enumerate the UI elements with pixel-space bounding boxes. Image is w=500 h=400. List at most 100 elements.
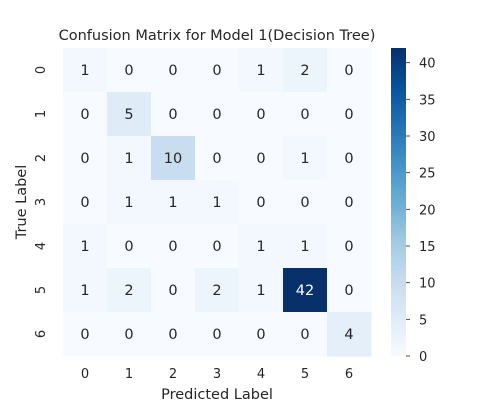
heatmap-cell-4-2 [151, 224, 196, 269]
heatmap-cell-4-4 [239, 224, 284, 269]
heatmap-cell-5-4 [239, 268, 284, 313]
heatmap-cell-label-0-2: 0 [168, 63, 177, 79]
heatmap-cell-label-3-0: 0 [80, 195, 89, 211]
heatmap-cell-label-3-1: 1 [124, 195, 133, 211]
heatmap-cell-3-0 [63, 180, 108, 225]
heatmap-cell-6-5 [283, 312, 328, 357]
heatmap-cell-label-3-6: 0 [344, 195, 353, 211]
heatmap-cell-label-1-6: 0 [344, 107, 353, 123]
heatmap-cell-5-5 [283, 268, 328, 313]
x-axis-ticks: 0 1 2 3 4 5 6 [81, 367, 353, 382]
heatmap-cell-label-0-4: 1 [256, 63, 265, 79]
heatmap-cell-4-0 [63, 224, 108, 269]
heatmap-cell-label-2-2: 10 [164, 151, 182, 167]
colorbar-tick-label-0: 0 [419, 350, 427, 365]
heatmap-cell-6-1 [107, 312, 152, 357]
x-tick-label-5: 5 [301, 367, 309, 382]
heatmap-cell-label-2-6: 0 [344, 151, 353, 167]
heatmap-cell-1-5 [283, 92, 328, 137]
heatmap-cell-label-5-1: 2 [124, 283, 133, 299]
y-tick-label-5: 5 [34, 286, 49, 294]
y-tick-label-0: 0 [34, 66, 49, 74]
heatmap-cell-6-0 [63, 312, 108, 357]
heatmap-cell-4-5 [283, 224, 328, 269]
heatmap-cell-label-5-0: 1 [80, 283, 89, 299]
heatmap-cell-0-2 [151, 48, 196, 93]
x-axis-label: Predicted Label [161, 387, 273, 400]
x-tick-label-6: 6 [345, 367, 353, 382]
heatmap-cell-label-4-1: 0 [124, 239, 133, 255]
y-tick-label-4: 4 [34, 242, 49, 250]
heatmap-cell-label-6-3: 0 [212, 327, 221, 343]
heatmap-cell-2-0 [63, 136, 108, 181]
heatmap-cell-2-2 [151, 136, 196, 181]
heatmap-cell-4-6 [327, 224, 372, 269]
heatmap-cell-label-5-2: 0 [168, 283, 177, 299]
y-axis-ticks: 0 1 2 3 4 5 6 [34, 66, 49, 338]
heatmap-cell-4-3 [195, 224, 240, 269]
y-tick-label-3: 3 [34, 198, 49, 206]
heatmap-cell-4-1 [107, 224, 152, 269]
heatmap-cell-label-5-6: 0 [344, 283, 353, 299]
heatmap-cell-label-6-6: 4 [344, 327, 353, 343]
heatmap-cell-label-1-3: 0 [212, 107, 221, 123]
heatmap-cell-label-1-1: 5 [124, 107, 133, 123]
heatmap-cell-0-5 [283, 48, 328, 93]
y-tick-label-1: 1 [34, 110, 49, 118]
x-tick-label-4: 4 [257, 367, 265, 382]
y-axis-label: True Label [14, 165, 30, 241]
heatmap-cell-5-1 [107, 268, 152, 313]
heatmap-cell-0-0 [63, 48, 108, 93]
heatmap-cell-1-1 [107, 92, 152, 137]
heatmap-cell-0-3 [195, 48, 240, 93]
heatmap-cell-label-1-5: 0 [300, 107, 309, 123]
colorbar-tick-label-25: 25 [419, 167, 436, 182]
heatmap-cell-label-3-5: 0 [300, 195, 309, 211]
heatmap-cell-1-4 [239, 92, 284, 137]
heatmap-cell-2-3 [195, 136, 240, 181]
heatmap-cell-3-6 [327, 180, 372, 225]
chart-title: Confusion Matrix for Model 1(Decision Tr… [59, 28, 376, 44]
colorbar-tick-label-35: 35 [419, 93, 436, 108]
heatmap-cell-5-6 [327, 268, 372, 313]
heatmap-cell-0-6 [327, 48, 372, 93]
x-tick-label-0: 0 [81, 367, 89, 382]
heatmap-cell-6-2 [151, 312, 196, 357]
heatmap-cell-1-0 [63, 92, 108, 137]
heatmap-cell-label-0-0: 1 [80, 63, 89, 79]
colorbar [391, 48, 406, 356]
x-tick-label-3: 3 [213, 367, 221, 382]
heatmap-cell-label-2-4: 0 [256, 151, 265, 167]
heatmap-cell-label-3-4: 0 [256, 195, 265, 211]
heatmap-cell-1-3 [195, 92, 240, 137]
heatmap-cell-6-3 [195, 312, 240, 357]
heatmap-cell-label-1-2: 0 [168, 107, 177, 123]
heatmap-cell-label-2-0: 0 [80, 151, 89, 167]
heatmap-cell-2-1 [107, 136, 152, 181]
heatmap-cell-3-4 [239, 180, 284, 225]
heatmap-cell-label-0-3: 0 [212, 63, 221, 79]
heatmap-cell-label-1-0: 0 [80, 107, 89, 123]
heatmap-cell-3-5 [283, 180, 328, 225]
heatmap-cell-label-0-6: 0 [344, 63, 353, 79]
heatmap-cell-2-6 [327, 136, 372, 181]
heatmap-cell-6-4 [239, 312, 284, 357]
heatmap-cell-label-4-2: 0 [168, 239, 177, 255]
heatmap-cell-2-5 [283, 136, 328, 181]
heatmap-cell-label-2-1: 1 [124, 151, 133, 167]
colorbar-tick-label-15: 15 [419, 240, 436, 255]
colorbar-ticks: 0 5 10 15 20 25 30 35 40 [406, 57, 436, 365]
heatmap-cell-label-0-5: 2 [300, 63, 309, 79]
heatmap-cell-labels: 1 0 0 0 1 2 00 5 0 0 0 0 00 1 10 0 0 1 00 1 1 1 0 0 01 0 0 0 1 1 01 2 0 2… [80, 63, 353, 343]
heatmap-cell-label-5-5: 42 [296, 283, 314, 299]
y-tick-label-2: 2 [34, 154, 49, 162]
heatmap-cell-label-6-0: 0 [80, 327, 89, 343]
x-tick-label-2: 2 [169, 367, 177, 382]
heatmap-cell-label-2-5: 1 [300, 151, 309, 167]
heatmap-cell-label-3-2: 1 [168, 195, 177, 211]
heatmap-cell-label-6-5: 0 [300, 327, 309, 343]
heatmap-cell-label-5-3: 2 [212, 283, 221, 299]
colorbar-tick-label-5: 5 [419, 313, 427, 328]
heatmap-cell-0-4 [239, 48, 284, 93]
